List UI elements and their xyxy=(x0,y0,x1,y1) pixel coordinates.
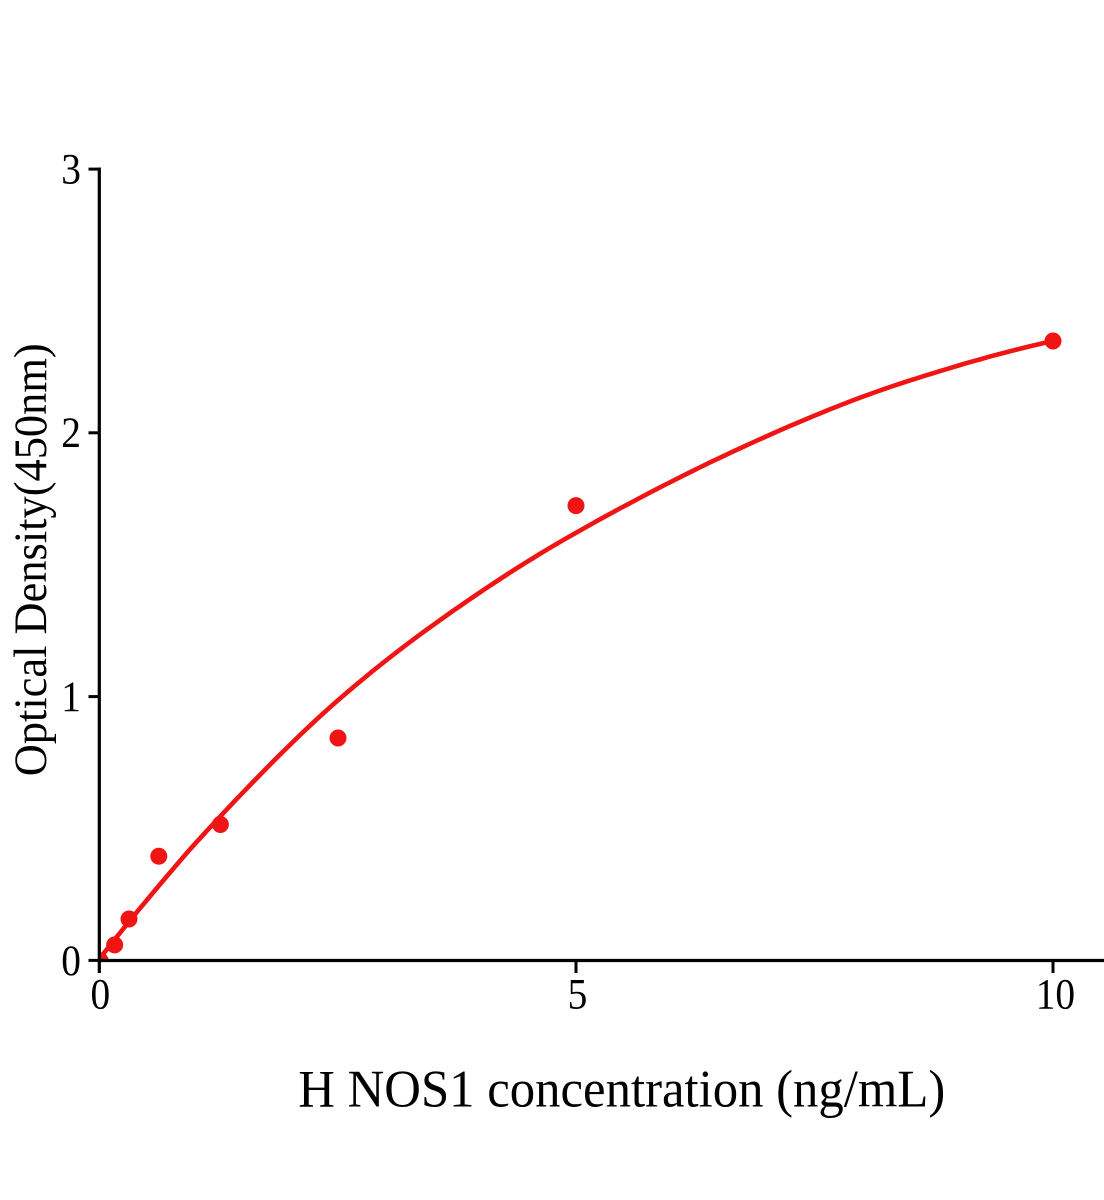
svg-text:3: 3 xyxy=(61,146,81,194)
svg-text:Optical Density(450nm): Optical Density(450nm) xyxy=(5,343,57,776)
svg-text:0: 0 xyxy=(91,971,111,1019)
svg-text:10: 10 xyxy=(1036,971,1075,1019)
svg-text:1: 1 xyxy=(61,673,81,721)
svg-text:0: 0 xyxy=(61,937,81,985)
svg-text:2: 2 xyxy=(61,409,81,457)
svg-text:5: 5 xyxy=(568,971,588,1019)
svg-text:H NOS1 concentration (ng/mL): H NOS1 concentration (ng/mL) xyxy=(298,1061,945,1119)
